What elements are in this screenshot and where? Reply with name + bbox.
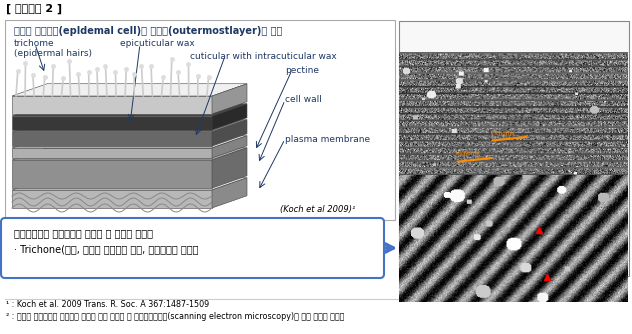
Bar	[12, 190, 212, 208]
Text: : 25μm입자(PM25): : 25μm입자(PM25)	[409, 284, 478, 293]
Bar	[12, 160, 212, 188]
Text: ¹ : Koch et al. 2009 Trans. R. Soc. A 367:1487-1509: ¹ : Koch et al. 2009 Trans. R. Soc. A 36…	[6, 300, 209, 309]
Polygon shape	[212, 178, 247, 208]
Text: epicuticular wax: epicuticular wax	[120, 39, 195, 48]
Text: trichome: trichome	[456, 151, 480, 156]
Polygon shape	[212, 120, 247, 146]
Bar	[12, 96, 212, 114]
Polygon shape	[12, 178, 247, 190]
Polygon shape	[212, 104, 247, 130]
Polygon shape	[12, 84, 247, 96]
Polygon shape	[212, 148, 247, 188]
Text: cell wall: cell wall	[285, 96, 322, 105]
Text: ² : 용두동 고산자로의 느티나무 가로수 잎을 채취한 후 주사전자현미경(scanning electron microscopy)을 통해 관찰한 이미: ² : 용두동 고산자로의 느티나무 가로수 잎을 채취한 후 주사전자현미경(…	[6, 312, 344, 321]
Text: plasma membrane: plasma membrane	[285, 135, 370, 144]
Polygon shape	[12, 148, 247, 160]
Text: trichome
(epidermal hairs): trichome (epidermal hairs)	[14, 39, 92, 58]
Polygon shape	[12, 136, 247, 148]
Text: (Koch et al 2009)¹: (Koch et al 2009)¹	[279, 205, 355, 214]
Polygon shape	[12, 104, 247, 116]
FancyBboxPatch shape	[5, 20, 395, 220]
Text: cuticular with intracuticular wax: cuticular with intracuticular wax	[190, 52, 337, 61]
FancyBboxPatch shape	[399, 21, 629, 276]
Text: [ 참고자료 2 ]: [ 참고자료 2 ]	[6, 4, 62, 14]
Text: pectine: pectine	[285, 66, 319, 75]
Polygon shape	[12, 120, 247, 132]
Text: 식물의 표피세포(epIdemal cell)의 최외층(outermostlayer)의 구조: 식물의 표피세포(epIdemal cell)의 최외층(outermostla…	[14, 26, 283, 36]
Bar	[12, 132, 212, 146]
Text: trichome: trichome	[490, 131, 515, 136]
Bar	[12, 148, 212, 158]
Text: ＜느티나무의 먼지흡착과 관련한 잎 표면의 특징＞: ＜느티나무의 먼지흡착과 관련한 잎 표면의 특징＞	[14, 228, 153, 238]
Polygon shape	[212, 136, 247, 158]
Text: 느티나무 가로수 잎(SEM이미지)²: 느티나무 가로수 잎(SEM이미지)²	[468, 269, 562, 278]
Text: 10μm입자(PM10): 10μm입자(PM10)	[496, 284, 559, 293]
Polygon shape	[212, 84, 247, 114]
Bar	[12, 116, 212, 130]
Text: · Trichone(표피, 굴곡진 표피세포 형태, 융털모양의 왕스층: · Trichone(표피, 굴곡진 표피세포 형태, 융털모양의 왕스층	[14, 244, 198, 254]
FancyBboxPatch shape	[1, 218, 384, 278]
